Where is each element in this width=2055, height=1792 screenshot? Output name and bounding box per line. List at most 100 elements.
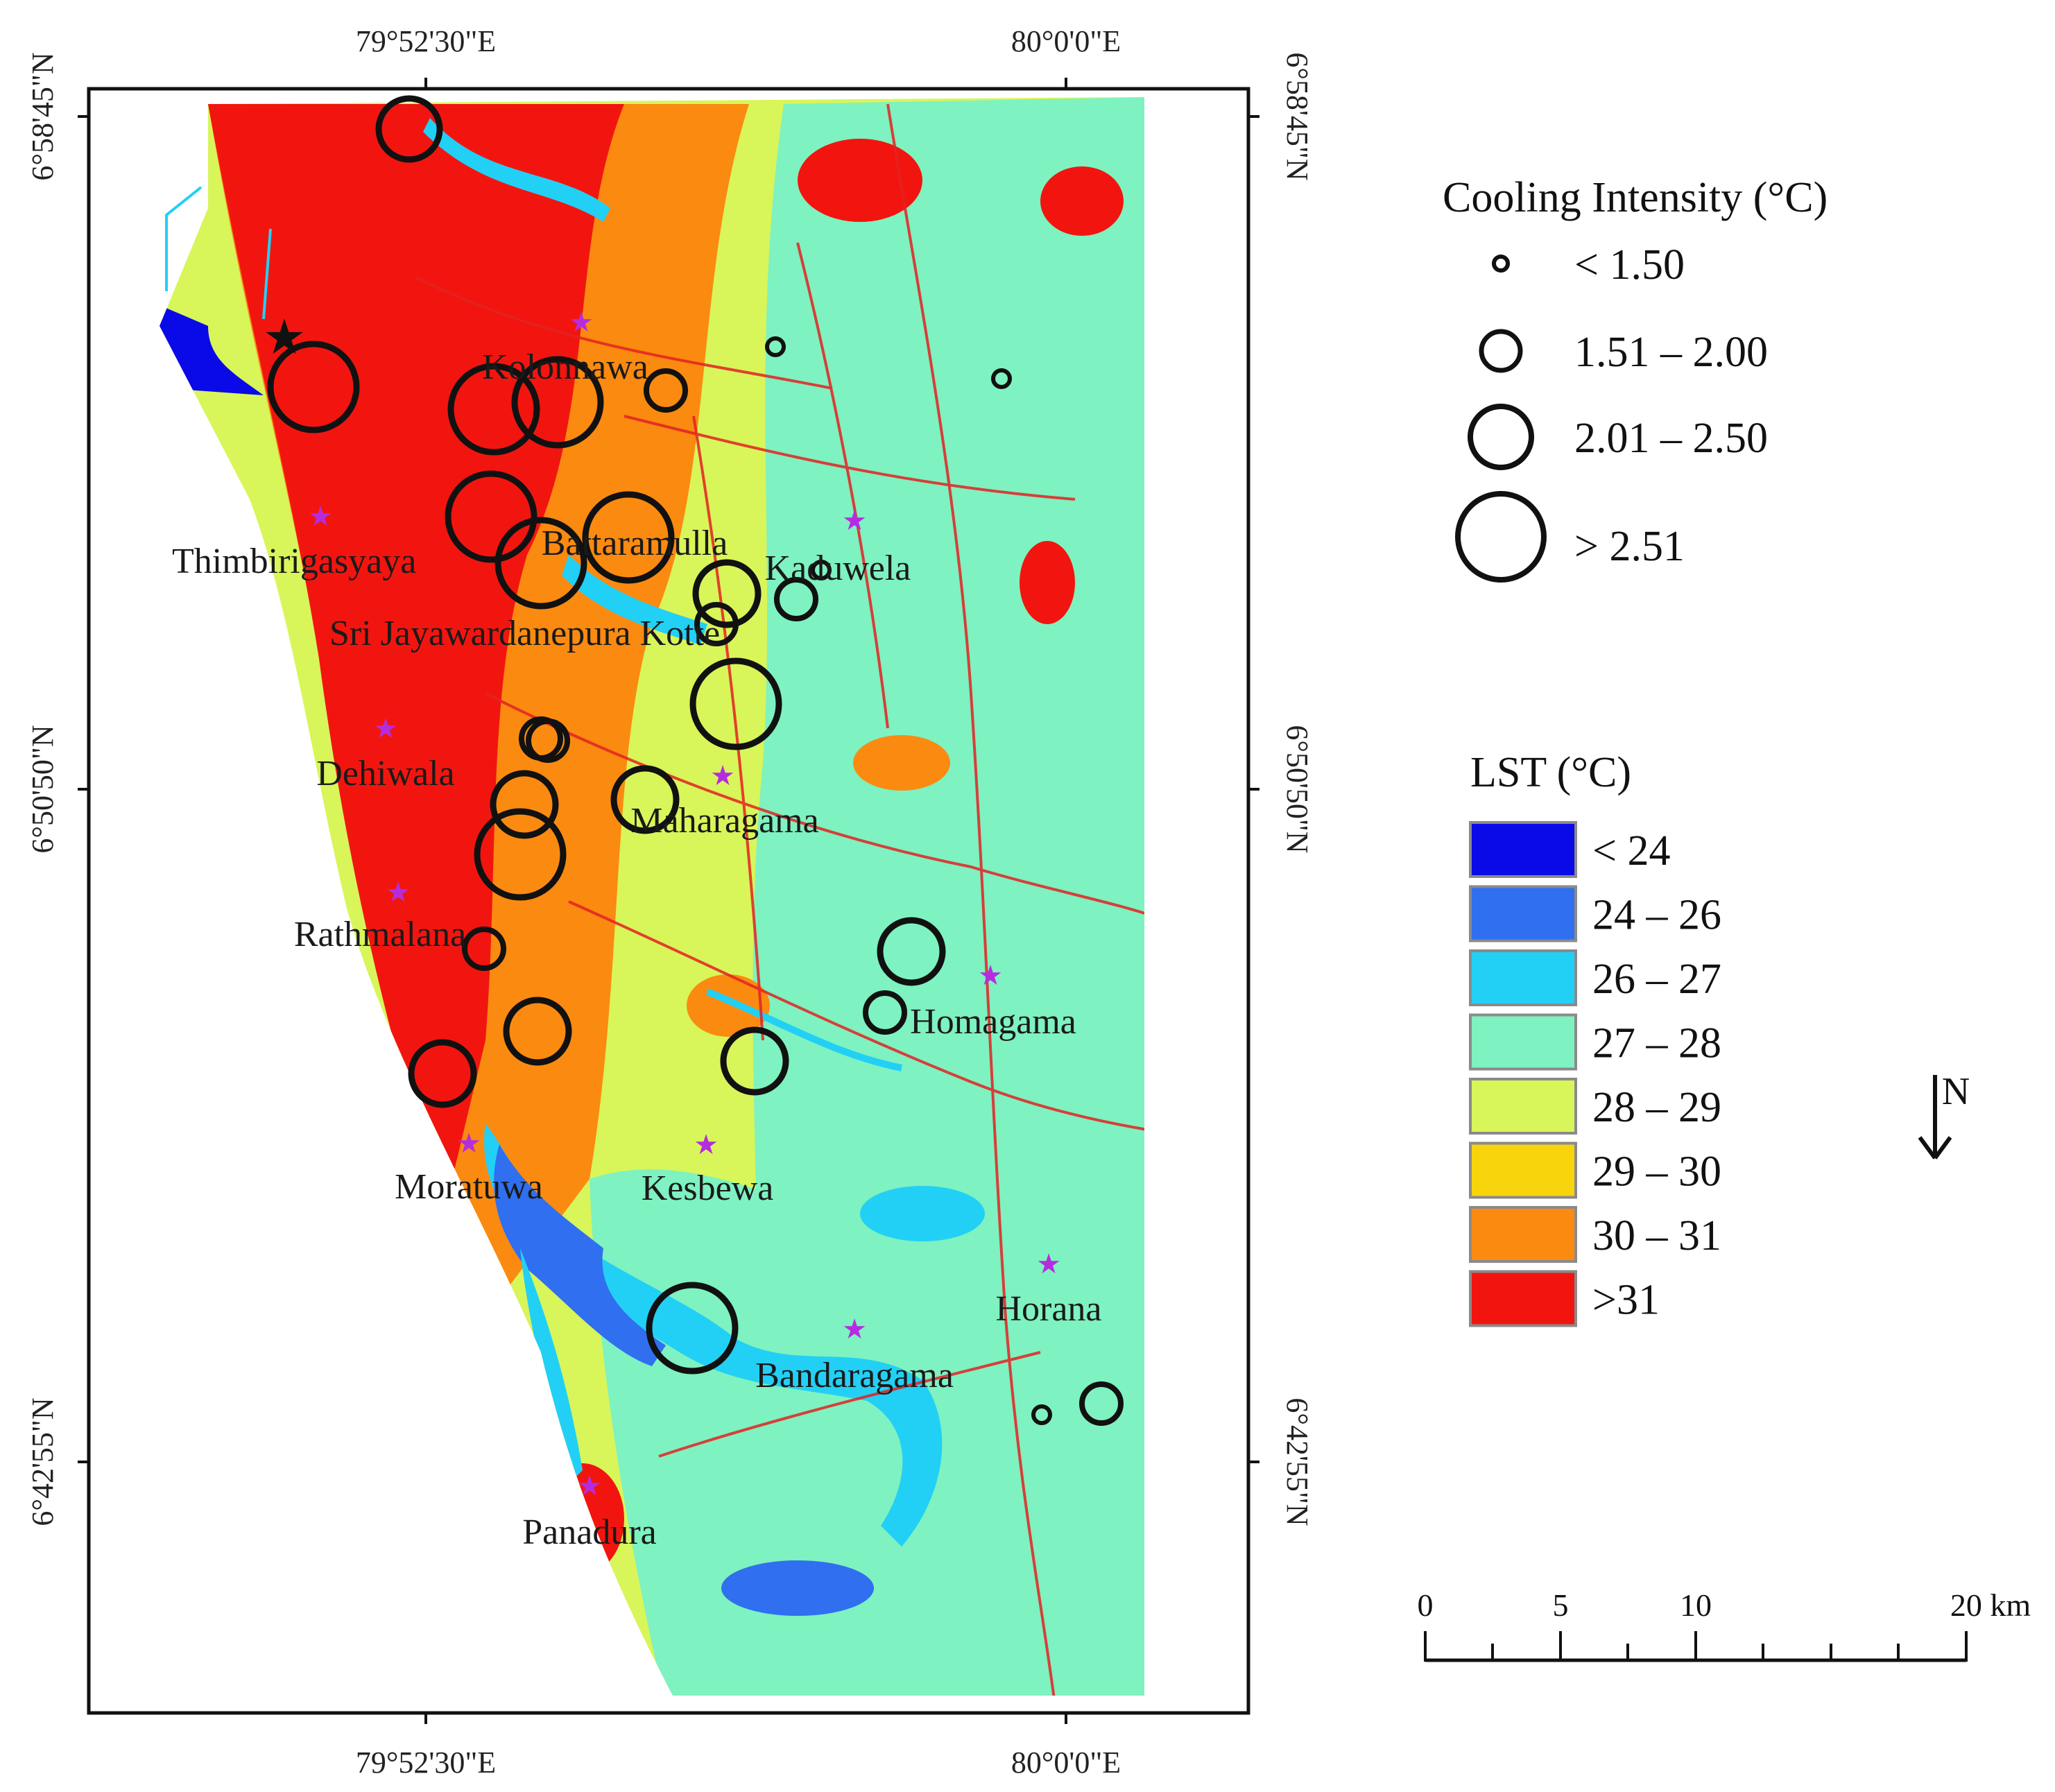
lst-legend-label: 26 – 27 [1592,956,1721,1003]
scale-bar: 0 5 10 20 km [1418,1587,2031,1662]
lat-label-left: 6°58'45"N [26,52,60,180]
cooling-circle [511,356,604,449]
scale-label: 5 [1553,1587,1569,1623]
cooling-legend: Cooling Intensity (°C) < 1.50 1.51 – 2.0… [1443,174,1828,583]
lst-legend-swatch [1469,1270,1577,1327]
cooling-circle [474,808,567,901]
star-icon: ★ [456,1128,481,1159]
cooling-circle [503,997,572,1066]
cooling-circle [644,368,688,413]
star-icon: ★ [842,1313,867,1345]
cooling-circle [765,336,786,357]
lst-legend-label: < 24 [1592,827,1670,875]
cooling-legend-label: < 1.50 [1574,241,1685,288]
cooling-circles [267,95,1124,1426]
cooling-circle [495,517,587,610]
star-icon: ★ [710,760,735,791]
place-label: Dehiwala [316,754,454,793]
place-label: Sri Jayawardanepura Kotte [329,614,720,653]
cooling-circle [610,765,680,834]
map-frame [87,87,1250,1715]
cooling-legend-label: 1.51 – 2.00 [1574,329,1768,376]
lst-legend-label: >31 [1592,1277,1660,1324]
lat-label-right: 6°58'45"N [1280,52,1314,180]
lst-legend-swatch [1469,1206,1577,1263]
lst-legend-swatch [1469,1078,1577,1135]
legend-circle-small [1492,255,1510,273]
cooling-circle [720,1026,789,1096]
lst-legend-label: 29 – 30 [1592,1148,1721,1196]
town-markers: ★ ★ ★ ★ ★ ★ ★ ★ ★ ★ ★ ★ [308,307,1061,1501]
breakwater [165,186,203,291]
lst-legend-label: 27 – 28 [1592,1020,1721,1067]
cooling-circle [490,770,559,839]
legend-circle-large [1468,404,1534,470]
lst-legend-swatch [1469,885,1577,942]
tick-marks [78,78,1259,1724]
cooling-legend-title: Cooling Intensity (°C) [1443,174,1828,221]
place-label: Battaramulla [542,524,728,563]
place-label: Maharagama [630,801,818,841]
place-label: Rathmalana [294,915,466,954]
place-label: Bandaragama [755,1356,954,1395]
lst-legend-label: 30 – 31 [1592,1212,1721,1259]
cooling-circle [689,657,782,750]
lon-label-bottom: 80°0'0"E [1011,1746,1121,1780]
place-label: Panadura [522,1513,656,1552]
scale-label: 0 [1418,1587,1434,1623]
cooling-circle [445,470,538,563]
lst-legend-swatch [1469,821,1577,878]
north-arrow-icon [1918,1075,1952,1160]
cooling-circle [692,559,762,628]
capital-star-icon: ★ [263,311,307,365]
lst-legend-title: LST (°C) [1470,749,1631,796]
star-icon: ★ [842,505,867,536]
lst-legend-swatch [1469,949,1577,1006]
lst-legend-label: 24 – 26 [1592,892,1721,939]
cooling-circle [646,1282,739,1375]
lst-legend-label: 28 – 29 [1592,1084,1721,1131]
cooling-circle [1031,1404,1052,1425]
cooling-circle [877,917,946,986]
lst-legend: LST (°C) < 24 24 – 26 26 – 27 27 – 28 28 – 2… [1469,749,1721,1327]
lat-label-right: 6°42'55"N [1280,1397,1314,1526]
place-labels: Kolonnawa Thimbirigasyaya Battaramulla K… [172,347,1102,1552]
place-label: Moratuwa [395,1167,543,1207]
north-arrow: N [1918,1070,1970,1160]
star-icon: ★ [694,1129,719,1160]
star-icon: ★ [577,1470,602,1501]
cooling-circle [267,341,360,433]
cooling-circle [375,95,443,163]
lon-label-top: 79°52'30"E [356,24,496,58]
cooling-circle [863,990,907,1035]
north-label: N [1942,1070,1970,1113]
cooling-circle [811,560,832,580]
lst-legend-swatch [1469,1013,1577,1071]
place-label: Homagama [910,1002,1076,1042]
place-label: Kolonnawa [482,347,648,387]
cooling-circle [694,602,739,646]
legend-circle-xlarge [1455,491,1547,583]
cooling-circle [991,368,1012,389]
star-icon: ★ [386,877,411,908]
scale-label: 10 [1680,1587,1712,1623]
cooling-legend-label: > 2.51 [1574,523,1685,570]
cooling-circle [526,718,570,763]
lon-label-bottom: 79°52'30"E [356,1746,496,1780]
legend-circle-medium [1479,329,1523,373]
lat-label-right: 6°50'50"N [1280,725,1314,853]
star-icon: ★ [569,307,594,338]
cooling-circle [462,927,506,971]
lst-legend-swatch [1469,1141,1577,1199]
coordinate-labels: 79°52'30"E 80°0'0"E 79°52'30"E 80°0'0"E … [26,24,1314,1780]
cooling-circle [408,1039,477,1108]
place-label: Horana [995,1289,1101,1329]
cooling-circle [447,363,540,456]
lat-label-left: 6°42'55"N [26,1397,60,1526]
scale-label: 20 km [1950,1587,2031,1623]
cooling-circle [774,577,818,621]
star-icon: ★ [308,501,333,532]
breakwater [262,228,272,320]
star-icon: ★ [978,960,1003,991]
